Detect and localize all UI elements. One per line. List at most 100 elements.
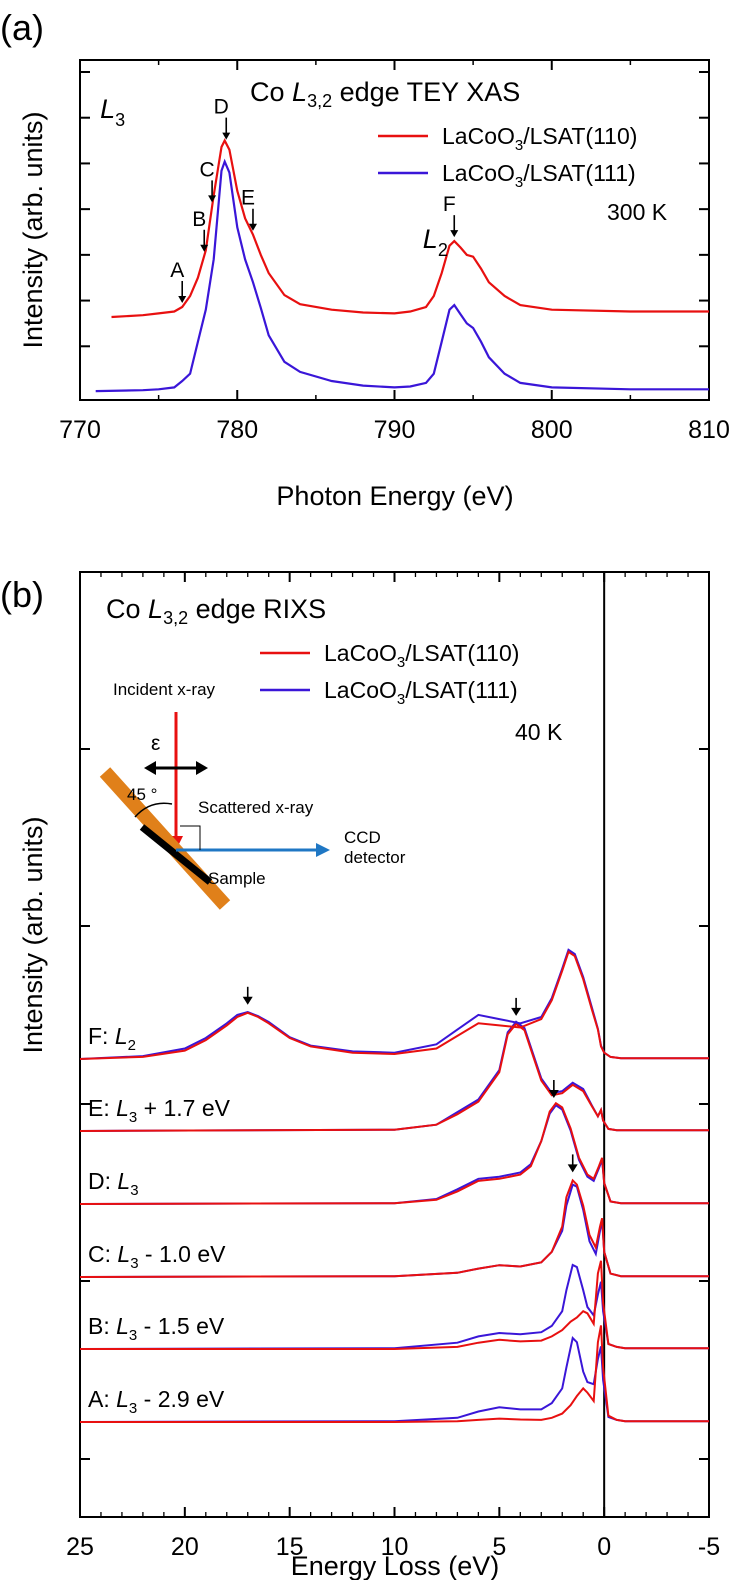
xas-y-ticks <box>80 71 709 348</box>
xas-edge-label-sub: 2 <box>438 240 448 260</box>
xas-legend-label-111: LaCoO3/LSAT(111) <box>442 160 636 191</box>
xas-line-111 <box>95 158 709 393</box>
xas-annotation-arrowhead <box>208 195 217 203</box>
rixs-spectrum-label-prefix: F: <box>88 1023 115 1049</box>
xas-x-tick-label: 800 <box>531 416 573 444</box>
rixs-spectrum-label-e: E: L3 + 1.7 eV <box>88 1095 231 1126</box>
rixs-spectrum-f-110 <box>79 950 709 1060</box>
xas-legend-111-rest: /LSAT(111) <box>523 160 635 186</box>
xas-edge-label-l2: L2 <box>423 224 448 260</box>
inset-scattered-arrowhead <box>316 843 330 857</box>
rixs-spectrum-label-suffix: - 1.0 eV <box>139 1241 227 1267</box>
rixs-spectra-group <box>79 948 709 1423</box>
xas-edge-label-sub: 3 <box>115 110 125 130</box>
xas-legend-111-sub: 3 <box>515 174 523 191</box>
inset-angle-arc <box>134 802 173 818</box>
rixs-spectrum-label-sub: 3 <box>130 1182 138 1199</box>
xas-legend-110-main: LaCoO <box>442 123 515 149</box>
xas-edge-label-l3: L3 <box>100 94 125 130</box>
xas-series-group <box>95 138 709 393</box>
xas-annotation-label-c: C <box>200 158 215 181</box>
rixs-legend-111-sub: 3 <box>397 691 405 708</box>
inset-sample-label: Sample <box>208 869 266 888</box>
rixs-spectrum-c-110 <box>79 1178 709 1278</box>
rixs-x-tick-label: 15 <box>276 1533 304 1561</box>
rixs-title-suffix: edge RIXS <box>188 594 326 624</box>
inset-detector-label-1: CCD <box>344 828 381 847</box>
panel-a-label: (a) <box>0 7 44 48</box>
rixs-spectrum-label-d: D: L3 <box>88 1168 139 1199</box>
xas-annotation-label-d: D <box>214 96 229 119</box>
xas-legend-110-sub: 3 <box>515 137 523 154</box>
rixs-legend-110-sub: 3 <box>397 654 405 671</box>
rixs-spectrum-label-sub: 3 <box>129 1400 137 1417</box>
xas-edge-label-main: L <box>100 94 115 124</box>
rixs-spectrum-label-edge: L <box>116 1386 129 1412</box>
rixs-spectrum-label-edge: L <box>117 1241 130 1267</box>
xas-annotation-label-b: B <box>192 208 206 231</box>
rixs-legend-111-rest: /LSAT(111) <box>405 677 517 703</box>
xas-x-tick-label: 790 <box>374 416 416 444</box>
rixs-spectrum-a-110 <box>80 1325 709 1423</box>
rixs-peak-arrows <box>242 986 578 1173</box>
rixs-legend-label-110: LaCoO3/LSAT(110) <box>324 640 519 671</box>
rixs-spectrum-label-prefix: D: <box>88 1168 117 1194</box>
rixs-geometry-inset: Incident x-ray ε 45 ° Scattered x-ray CC… <box>99 680 406 910</box>
rixs-legend-110-main: LaCoO <box>324 640 397 666</box>
rixs-x-axis-title: Energy Loss (eV) <box>291 1551 500 1580</box>
rixs-spectrum-label-f: F: L2 <box>88 1023 136 1054</box>
rixs-title-edge: L <box>148 594 163 624</box>
xas-x-tick-label: 810 <box>688 416 730 444</box>
rixs-x-tick-label: -5 <box>698 1533 720 1561</box>
rixs-spectrum-label-prefix: B: <box>88 1313 116 1339</box>
panel-b-label: (b) <box>0 574 44 615</box>
rixs-peak-arrowhead <box>511 1007 522 1016</box>
xas-annotation-label-a: A <box>170 259 184 282</box>
rixs-x-tick-label: 20 <box>171 1533 199 1561</box>
rixs-spectrum-label-prefix: C: <box>88 1241 117 1267</box>
inset-polarization-symbol: ε <box>151 732 160 755</box>
xas-annotation-arrowhead <box>200 244 209 252</box>
rixs-x-tick-labels: 25 20 15 10 5 0 -5 <box>66 1533 720 1561</box>
xas-annotation-arrowhead <box>248 223 257 231</box>
rixs-y-ticks <box>80 748 709 1460</box>
xas-legend-label-110: LaCoO3/LSAT(110) <box>442 123 637 154</box>
rixs-spectrum-label-c: C: L3 - 1.0 eV <box>88 1241 226 1272</box>
rixs-spectrum-label-suffix: + 1.7 eV <box>137 1095 230 1121</box>
xas-annotation-label-e: E <box>241 187 255 210</box>
rixs-x-tick-label: 0 <box>597 1533 611 1561</box>
rixs-spectrum-b-110 <box>80 1260 709 1350</box>
rixs-title: Co L3,2 edge RIXS <box>106 594 326 628</box>
inset-detector-label-2: detector <box>344 848 406 867</box>
rixs-temperature: 40 K <box>515 719 563 745</box>
xas-x-tick-label: 780 <box>216 416 258 444</box>
inset-incident-label: Incident x-ray <box>113 680 216 699</box>
rixs-title-prefix: Co <box>106 594 148 624</box>
rixs-spectrum-label-sub: 3 <box>130 1255 138 1272</box>
xas-annotation-arrowhead <box>222 132 231 140</box>
rixs-spectrum-label-prefix: A: <box>88 1386 116 1412</box>
xas-y-axis-title: Intensity (arb. units) <box>18 111 48 348</box>
rixs-y-axis-title: Intensity (arb. units) <box>18 816 48 1053</box>
rixs-legend-110-rest: /LSAT(110) <box>405 640 519 666</box>
rixs-spectrum-label-suffix: - 1.5 eV <box>137 1313 225 1339</box>
inset-substrate <box>99 767 231 910</box>
xas-temperature: 300 K <box>607 199 668 225</box>
inset-scattered-label: Scattered x-ray <box>198 798 314 817</box>
rixs-spectrum-label-sub: 3 <box>129 1327 137 1344</box>
rixs-spectrum-label-sub: 3 <box>129 1109 137 1126</box>
rixs-spectrum-label-edge: L <box>116 1313 129 1339</box>
rixs-x-ticks <box>79 572 710 1517</box>
xas-plot-frame <box>79 59 710 401</box>
xas-x-ticks <box>79 60 710 400</box>
rixs-title-sub: 3,2 <box>163 608 188 628</box>
inset-right-angle-mark <box>180 825 201 850</box>
xas-annotation-arrowhead <box>450 230 459 238</box>
xas-annotation-arrowhead <box>178 295 187 303</box>
xas-title: Co L3,2 edge TEY XAS <box>250 77 520 111</box>
rixs-spectrum-labels: A: L3 - 2.9 eVB: L3 - 1.5 eVC: L3 - 1.0 … <box>88 1023 231 1417</box>
inset-polarization-right-head <box>196 761 208 775</box>
